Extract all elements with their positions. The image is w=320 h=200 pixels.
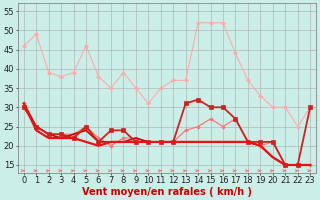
X-axis label: Vent moyen/en rafales ( km/h ): Vent moyen/en rafales ( km/h ) — [82, 187, 252, 197]
